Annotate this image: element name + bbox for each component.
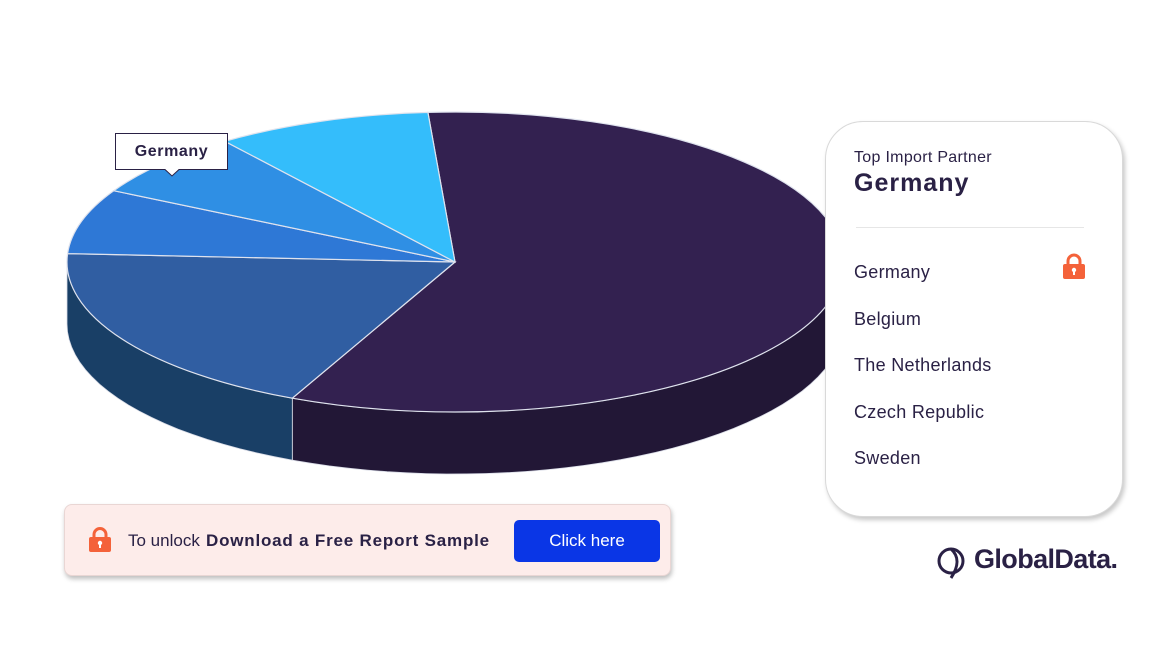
list-item: Belgium — [854, 308, 922, 329]
germany-callout: Germany — [115, 133, 228, 177]
pie-slice-the-netherlands — [66, 190, 456, 263]
pie-slice-belgium — [66, 252, 457, 399]
card-title: Germany — [854, 169, 970, 197]
list-item: Czech Republic — [854, 401, 985, 422]
brand-name: GlobalData. — [974, 544, 1118, 574]
click-here-button[interactable]: Click here — [514, 520, 660, 562]
pie-slice-sweden — [223, 111, 456, 264]
download-sample-link[interactable]: Download a Free Report Sample — [206, 531, 490, 550]
list-item: Sweden — [854, 448, 921, 468]
globaldata-logo-icon — [937, 547, 965, 579]
callout-label: Germany — [134, 143, 209, 160]
lock-icon[interactable] — [1062, 253, 1086, 280]
card-heading: Top Import Partner — [854, 149, 992, 166]
lock-icon — [89, 527, 111, 552]
list-item: The Netherlands — [854, 355, 992, 375]
unlock-banner: To unlock Download a Free Report Sample … — [64, 504, 671, 576]
list-item: Germany — [854, 262, 931, 282]
top-import-partner-card: Top Import Partner Germany Germany Belgi… — [825, 121, 1123, 517]
divider — [856, 227, 1084, 228]
unlock-prefix-text: To unlock — [128, 531, 200, 550]
partner-list: Germany Belgium The Netherlands Czech Re… — [854, 262, 992, 495]
